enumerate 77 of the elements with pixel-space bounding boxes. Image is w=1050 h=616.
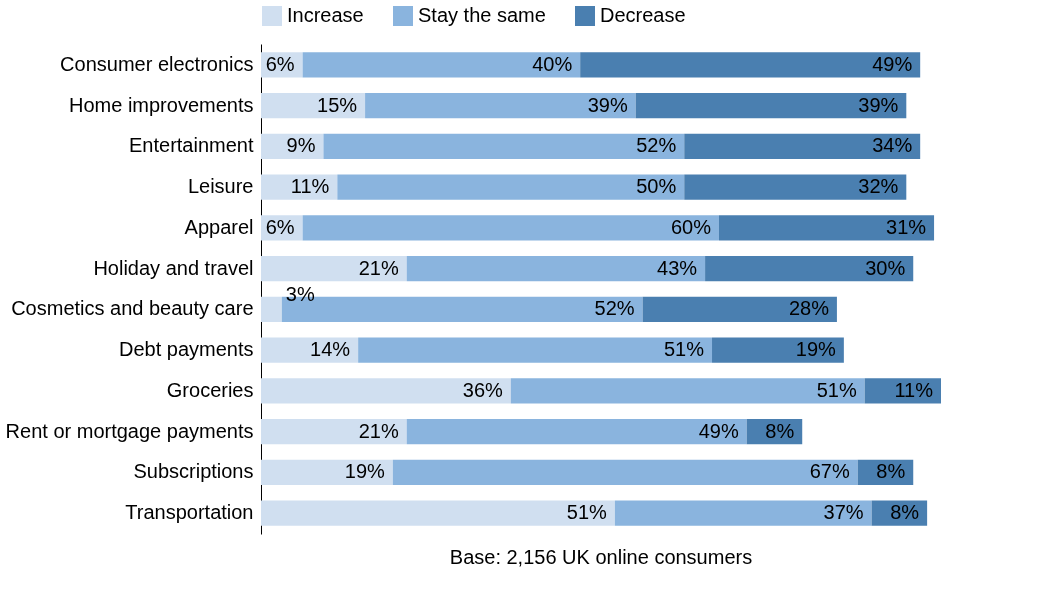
data-label: 30%	[865, 256, 906, 279]
bar	[261, 296, 282, 323]
bar	[261, 459, 393, 486]
y-tick-label: Cosmetics and beauty care	[11, 297, 254, 320]
y-tick-label: Leisure	[187, 175, 254, 198]
bar	[261, 378, 511, 404]
y-tick-label: Entertainment	[128, 134, 254, 157]
data-label: 6%	[265, 52, 295, 75]
data-label: 14%	[310, 338, 351, 361]
bar	[358, 337, 713, 363]
data-label: 8%	[876, 460, 906, 483]
bar	[406, 419, 747, 445]
bar	[718, 215, 935, 241]
data-label: 39%	[587, 93, 628, 116]
bar	[684, 133, 921, 159]
y-tick-label: Apparel	[184, 215, 254, 238]
bar	[684, 174, 907, 200]
data-label: 19%	[344, 460, 386, 483]
bar	[261, 255, 407, 282]
y-tick-label: Home improvements	[68, 93, 254, 116]
bar	[614, 500, 872, 526]
data-label: 19%	[795, 338, 837, 361]
y-tick-label: Debt payments	[118, 338, 254, 361]
data-label: 32%	[858, 175, 899, 198]
data-label: 6%	[265, 215, 295, 238]
y-tick-label: Rent or mortgage payments	[5, 419, 254, 442]
bar	[323, 133, 685, 159]
data-label: 52%	[594, 297, 635, 320]
data-label: 31%	[886, 215, 927, 238]
data-label: 36%	[462, 378, 504, 401]
legend-label: Decrease	[600, 4, 686, 26]
legend-label: Increase	[287, 4, 364, 26]
bar	[705, 255, 914, 282]
bar	[642, 296, 837, 323]
data-label: 3%	[285, 283, 315, 306]
y-tick-label: Transportation	[125, 501, 254, 524]
data-label: 9%	[286, 134, 316, 157]
bar	[261, 419, 407, 445]
data-label: 21%	[358, 256, 399, 279]
data-label: 28%	[788, 297, 830, 320]
y-tick-label: Holiday and travel	[93, 256, 254, 279]
bar	[510, 378, 865, 404]
bar	[302, 52, 581, 78]
data-label: 51%	[566, 501, 608, 524]
data-label: 15%	[317, 93, 358, 116]
bar	[392, 459, 858, 486]
data-label: 21%	[358, 419, 399, 442]
data-label: 37%	[823, 501, 864, 524]
bar	[337, 174, 685, 200]
data-label: 50%	[636, 175, 677, 198]
bar	[261, 500, 615, 526]
data-label: 40%	[532, 52, 573, 75]
y-tick-label: Consumer electronics	[60, 52, 254, 75]
data-label: 11%	[894, 378, 934, 401]
bar	[712, 337, 844, 363]
bar	[635, 92, 907, 119]
legend-label: Stay the same	[418, 4, 546, 26]
data-label: 60%	[670, 215, 712, 238]
data-label: 34%	[872, 134, 913, 157]
y-tick-label: Groceries	[166, 378, 254, 401]
bar	[302, 215, 719, 241]
y-tick-label: Subscriptions	[133, 460, 254, 483]
data-label: 49%	[872, 52, 913, 75]
data-label: 39%	[858, 93, 899, 116]
bar	[580, 52, 921, 78]
data-label: 51%	[816, 378, 857, 401]
bar	[365, 92, 636, 119]
data-label: 43%	[657, 256, 698, 279]
bar	[406, 255, 706, 282]
data-label: 49%	[698, 419, 739, 442]
data-label: 51%	[663, 338, 705, 361]
data-label: 52%	[636, 134, 677, 157]
data-label: 67%	[809, 460, 850, 483]
data-label: 8%	[765, 419, 795, 442]
text: Base: 2,156 UK online consumers	[449, 546, 753, 568]
data-label: 8%	[890, 501, 920, 524]
data-label: 11%	[290, 175, 330, 198]
